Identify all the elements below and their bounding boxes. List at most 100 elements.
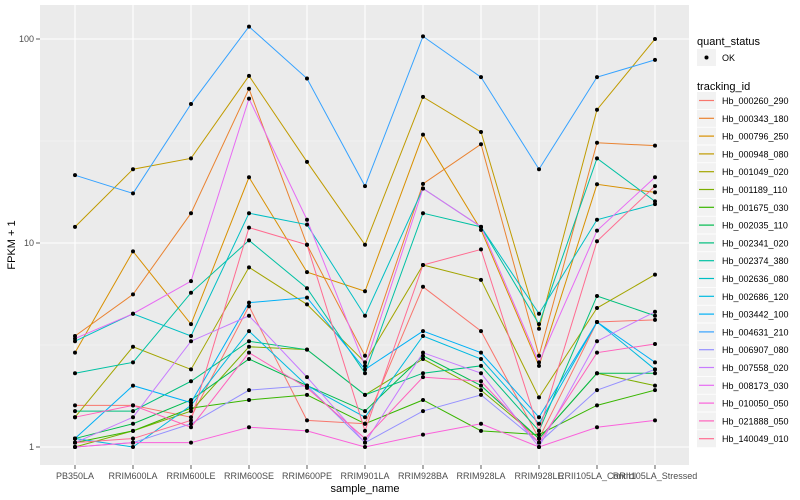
legend-label: Hb_001189_110 [722,185,787,195]
data-point-Hb_002686_120 [537,421,541,426]
data-point-Hb_004631_210 [537,167,541,172]
data-point-Hb_007558_020 [653,309,657,314]
x-axis: PB350LA RRIM600LA RRIM600LE RRIM600SE RRIM60… [56,465,697,481]
data-point-Hb_002636_080 [247,211,251,216]
data-point-Hb_008173_030 [537,360,541,365]
y-axis: 1 10 100 [19,34,40,452]
data-point-Hb_004631_210 [131,191,135,196]
legend-label: Hb_004631_210 [722,327,789,337]
data-point-Hb_140049_010 [595,239,599,244]
data-point-Hb_002035_110 [653,371,657,376]
data-point-Hb_004631_210 [363,184,367,189]
x-tick-label: RRIM600LA [108,471,157,481]
data-point-Hb_003442_100 [189,400,193,405]
data-point-Hb_007558_020 [189,339,193,344]
legend-label: Hb_010050_050 [722,399,789,409]
data-point-Hb_000948_080 [421,94,425,99]
legend-label: Hb_021888_050 [722,416,789,426]
data-point-Hb_021888_050 [305,385,309,390]
legend-label: Hb_007558_020 [722,363,789,373]
legend: quant_status OK tracking_id Hb_000260_29… [697,36,789,448]
data-point-Hb_004631_210 [595,75,599,80]
data-point-Hb_003442_100 [595,319,599,324]
data-point-Hb_001675_030 [595,403,599,408]
data-point-Hb_000948_080 [305,159,309,164]
data-point-Hb_000260_290 [421,284,425,289]
data-point-Hb_010050_050 [537,445,541,449]
legend-label: Hb_008173_030 [722,381,789,391]
data-point-Hb_003442_100 [131,383,135,388]
data-point-Hb_000343_180 [653,143,657,148]
data-point-Hb_002035_110 [421,353,425,358]
data-point-Hb_001049_020 [305,302,309,307]
data-point-Hb_002636_080 [537,311,541,316]
data-point-Hb_010050_050 [421,432,425,437]
data-point-Hb_002374_380 [73,371,77,376]
data-point-Hb_002341_020 [131,409,135,414]
data-point-Hb_010050_050 [73,445,77,449]
data-point-Hb_001189_110 [189,409,193,414]
data-point-Hb_001675_030 [247,397,251,402]
x-tick-label: RRIM928BA [398,471,448,481]
data-point-Hb_001189_110 [421,357,425,362]
data-point-Hb_006907_080 [479,392,483,397]
data-point-Hb_000796_250 [421,132,425,137]
data-point-Hb_010050_050 [131,440,135,445]
data-point-Hb_140049_010 [421,263,425,268]
data-point-Hb_007558_020 [247,313,251,318]
data-point-Hb_002341_020 [653,313,657,318]
data-point-Hb_002035_110 [247,357,251,362]
data-point-Hb_008173_030 [305,217,309,222]
data-point-Hb_002636_080 [595,217,599,222]
data-point-Hb_002341_020 [73,409,77,414]
data-point-Hb_000260_290 [73,403,77,408]
data-point-Hb_000796_250 [73,350,77,355]
data-point-Hb_001049_020 [653,272,657,277]
data-point-Hb_000796_250 [189,322,193,327]
data-point-Hb_010050_050 [247,425,251,430]
data-point-Hb_006907_080 [421,409,425,414]
data-point-Hb_000796_250 [479,227,483,232]
data-point-Hb_002035_110 [479,383,483,388]
data-point-Hb_000343_180 [595,140,599,145]
data-point-Hb_003442_100 [73,436,77,441]
data-point-Hb_002341_020 [189,379,193,384]
legend-label: Hb_001049_020 [722,167,789,177]
data-point-Hb_002035_110 [595,371,599,376]
data-point-Hb_003442_100 [537,415,541,420]
data-point-Hb_001189_110 [247,344,251,349]
data-point-Hb_000796_250 [247,175,251,180]
data-point-Hb_001189_110 [653,383,657,388]
data-point-Hb_003442_100 [363,367,367,372]
data-point-Hb_000948_080 [73,224,77,229]
data-point-Hb_008173_030 [421,186,425,191]
x-tick-label: RRIM600LE [166,471,215,481]
y-axis-title: FPKM + 1 [6,220,18,269]
legend-label: Hb_002374_380 [722,256,789,266]
data-point-Hb_001049_020 [247,265,251,270]
data-point-Hb_140049_010 [363,428,367,433]
series-points [73,24,657,449]
data-point-Hb_010050_050 [189,440,193,445]
data-point-Hb_001675_030 [189,406,193,411]
data-point-Hb_000796_250 [595,182,599,187]
data-point-Hb_006907_080 [247,388,251,393]
x-tick-label: RRIM928LA [456,471,505,481]
data-point-Hb_000796_250 [537,363,541,368]
data-point-Hb_001675_030 [537,432,541,437]
data-point-Hb_004631_210 [247,24,251,29]
data-point-Hb_000948_080 [131,167,135,172]
data-point-Hb_140049_010 [653,184,657,189]
data-point-Hb_002636_080 [305,222,309,227]
legend-label: Hb_002341_020 [722,238,789,248]
data-point-Hb_004631_210 [479,75,483,80]
data-point-Hb_140049_010 [73,440,77,445]
data-point-Hb_021888_050 [247,350,251,355]
data-point-Hb_000343_180 [247,86,251,91]
data-point-Hb_008173_030 [73,336,77,341]
data-point-Hb_000260_290 [189,415,193,420]
legend-label: Hb_001675_030 [722,203,789,213]
data-point-Hb_002035_110 [131,421,135,426]
data-point-Hb_140049_010 [189,418,193,423]
